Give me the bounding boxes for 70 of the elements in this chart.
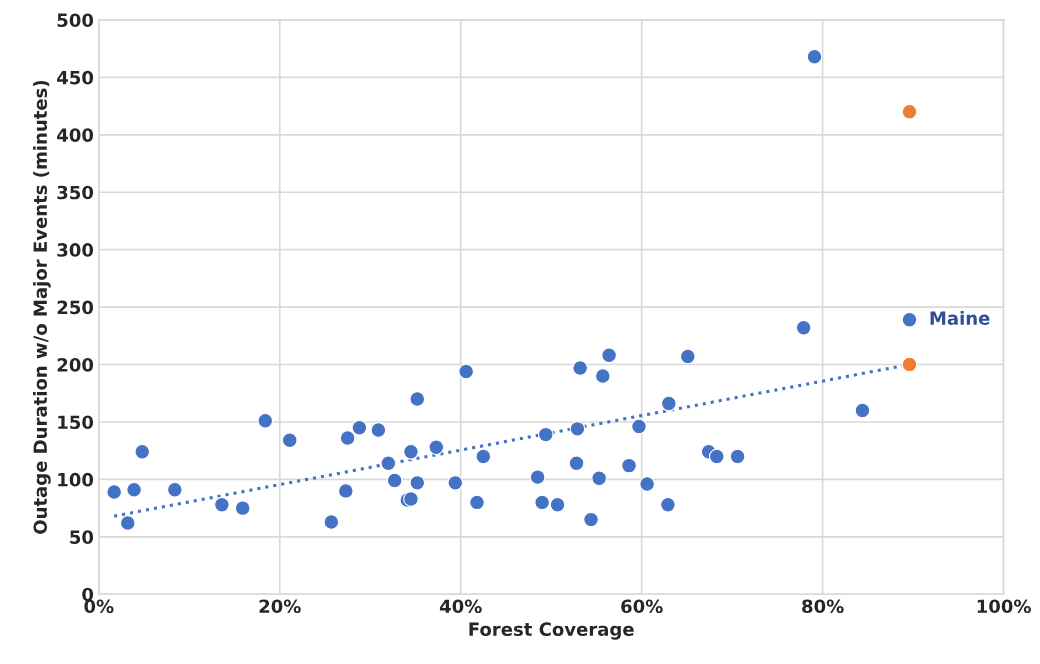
y-tick-label: 350 <box>57 185 94 200</box>
point <box>386 472 403 489</box>
point <box>729 448 746 465</box>
point <box>214 496 230 513</box>
point <box>126 481 142 498</box>
point <box>537 426 554 443</box>
y-tick-label: 500 <box>57 13 94 28</box>
x-tick-label: 40% <box>439 599 482 614</box>
point <box>591 470 607 487</box>
point <box>380 455 397 472</box>
point <box>795 319 812 336</box>
x-tick-label: 0% <box>84 599 114 614</box>
point <box>601 347 617 364</box>
point <box>351 419 368 436</box>
point <box>660 395 677 412</box>
point <box>639 476 655 492</box>
y-tick-label: 100 <box>58 472 94 487</box>
point <box>901 356 918 373</box>
point <box>339 430 356 446</box>
point <box>166 481 183 498</box>
x-tick-label: 80% <box>802 599 844 614</box>
y-axis-title: Outage Duration w/o Major Events (minutes) <box>33 80 51 534</box>
x-tick-label: 60% <box>621 599 663 614</box>
point <box>594 368 611 384</box>
point <box>679 348 696 365</box>
y-tick-label: 0 <box>82 587 94 602</box>
point <box>621 457 637 474</box>
point <box>337 483 354 499</box>
y-tick-label: 300 <box>57 243 94 257</box>
x-axis-title: Forest Coverage <box>469 622 634 640</box>
point <box>572 360 588 376</box>
point <box>708 448 725 465</box>
point <box>409 391 426 407</box>
y-tick-label: 250 <box>57 300 94 315</box>
point <box>660 496 676 513</box>
point <box>119 515 136 531</box>
point <box>583 511 599 528</box>
x-tick-label: 100% <box>977 599 1031 614</box>
point <box>428 439 445 456</box>
point <box>134 444 151 460</box>
y-tick-label: 50 <box>70 530 94 544</box>
point <box>569 421 586 437</box>
point <box>403 444 419 460</box>
y-tick-label: 150 <box>58 415 94 430</box>
point <box>409 475 426 491</box>
point <box>568 455 585 472</box>
x-tick-label: 20% <box>259 599 301 614</box>
point <box>901 311 918 328</box>
point <box>458 363 474 380</box>
y-tick-label: 200 <box>57 358 94 372</box>
point <box>281 432 298 449</box>
y-tick-label: 400 <box>57 128 94 142</box>
point <box>106 484 123 500</box>
series-label: Maine <box>930 311 990 325</box>
point <box>475 448 492 465</box>
point <box>469 494 485 511</box>
y-tick-label: 450 <box>57 70 94 85</box>
point <box>534 494 550 511</box>
point <box>447 475 464 491</box>
point <box>806 48 823 65</box>
point <box>403 491 419 507</box>
point <box>854 402 871 419</box>
point <box>549 496 566 513</box>
point <box>631 418 647 435</box>
point <box>234 500 251 516</box>
point <box>257 412 274 429</box>
point <box>370 422 387 438</box>
point <box>901 103 918 120</box>
point <box>323 514 340 530</box>
point <box>529 469 546 485</box>
